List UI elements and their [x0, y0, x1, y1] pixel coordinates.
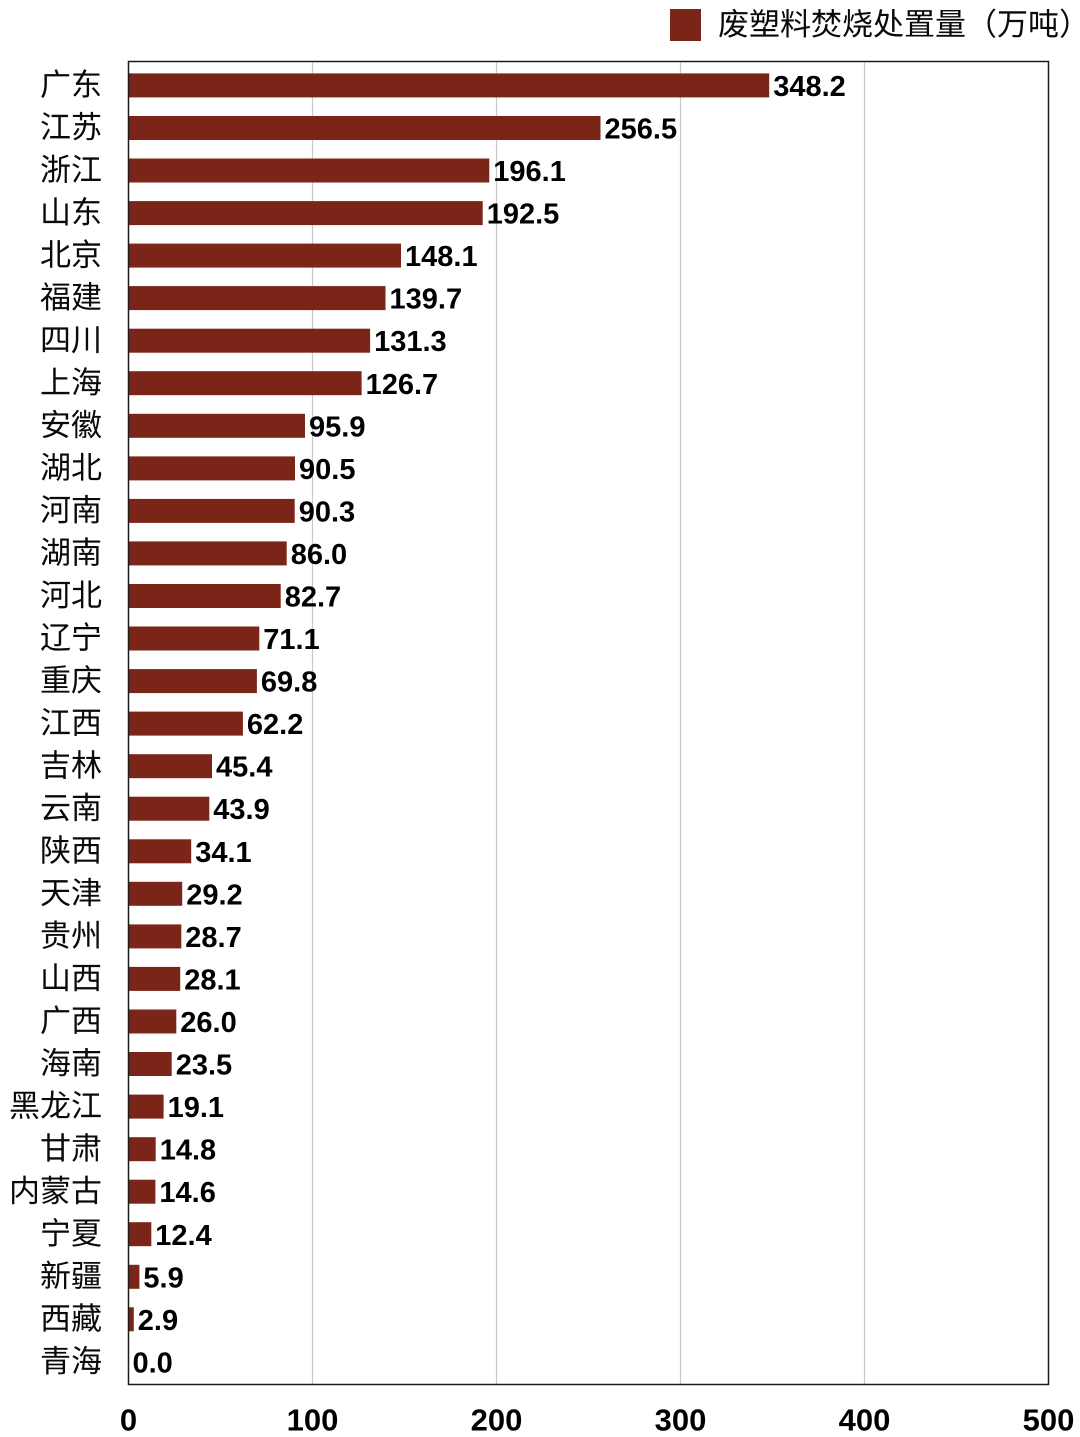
svg-text:5.9: 5.9	[143, 1262, 183, 1294]
svg-text:71.1: 71.1	[263, 624, 319, 656]
svg-text:95.9: 95.9	[309, 411, 365, 443]
svg-text:126.7: 126.7	[366, 369, 439, 401]
svg-text:90.5: 90.5	[299, 454, 355, 486]
svg-text:139.7: 139.7	[390, 284, 463, 316]
svg-text:348.2: 348.2	[773, 71, 846, 103]
svg-text:14.6: 14.6	[159, 1177, 215, 1209]
svg-text:90.3: 90.3	[299, 496, 355, 528]
svg-text:86.0: 86.0	[291, 539, 347, 571]
svg-text:69.8: 69.8	[261, 667, 317, 699]
svg-text:45.4: 45.4	[216, 752, 272, 784]
svg-text:19.1: 19.1	[168, 1092, 224, 1124]
svg-text:200: 200	[471, 1403, 523, 1437]
svg-text:100: 100	[287, 1403, 339, 1437]
svg-text:28.1: 28.1	[184, 964, 240, 996]
svg-text:256.5: 256.5	[605, 113, 678, 145]
svg-text:28.7: 28.7	[185, 922, 241, 954]
svg-text:196.1: 196.1	[493, 156, 566, 188]
svg-text:34.1: 34.1	[195, 837, 251, 869]
svg-text:62.2: 62.2	[247, 709, 303, 741]
svg-text:14.8: 14.8	[160, 1135, 216, 1167]
svg-text:82.7: 82.7	[285, 582, 341, 614]
svg-text:148.1: 148.1	[405, 241, 478, 273]
svg-text:12.4: 12.4	[155, 1220, 211, 1252]
svg-text:192.5: 192.5	[487, 199, 560, 231]
svg-text:29.2: 29.2	[186, 879, 242, 911]
svg-text:300: 300	[655, 1403, 707, 1437]
svg-text:400: 400	[839, 1403, 891, 1437]
svg-text:23.5: 23.5	[176, 1050, 232, 1082]
svg-text:0: 0	[120, 1403, 137, 1437]
svg-text:43.9: 43.9	[213, 794, 269, 826]
svg-text:500: 500	[1023, 1403, 1075, 1437]
svg-text:26.0: 26.0	[180, 1007, 236, 1039]
svg-text:0.0: 0.0	[133, 1347, 173, 1379]
svg-text:131.3: 131.3	[374, 326, 447, 358]
svg-text:2.9: 2.9	[138, 1305, 178, 1337]
